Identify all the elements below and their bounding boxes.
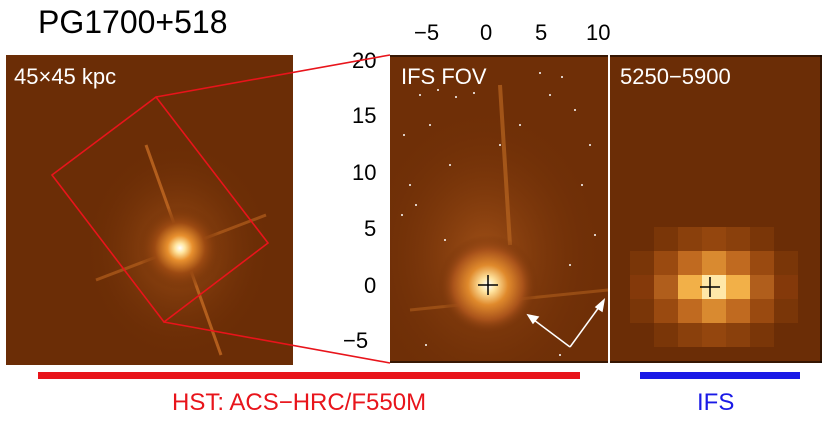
figure-title: PG1700+518: [38, 4, 228, 40]
hst-caption: HST: ACS−HRC/F550M: [172, 389, 427, 416]
right-panel-label: 5250−5900: [620, 64, 731, 89]
left-tick-label: −5: [343, 328, 369, 353]
left-tick-label: 0: [364, 273, 377, 298]
ifs-image: [610, 55, 822, 363]
left-tick-label: 15: [352, 103, 377, 128]
left-tick-label: 5: [364, 216, 377, 241]
top-tick-label: −5: [414, 20, 440, 45]
ifs-fov-image: [390, 55, 608, 363]
middle-panel-label: IFS FOV: [401, 64, 487, 89]
left-tick-label: 10: [352, 160, 377, 185]
left-panel-label: 45×45 kpc: [14, 64, 117, 89]
left-tick-label: 20: [352, 48, 377, 73]
hst-wide-image: [6, 55, 293, 365]
top-tick-label: 10: [586, 20, 611, 45]
ifs-caption: IFS: [697, 389, 735, 416]
top-tick-label: 0: [480, 20, 493, 45]
ifs-bar: [640, 372, 800, 379]
hst-bar: [38, 372, 580, 379]
top-tick-label: 5: [535, 20, 548, 45]
